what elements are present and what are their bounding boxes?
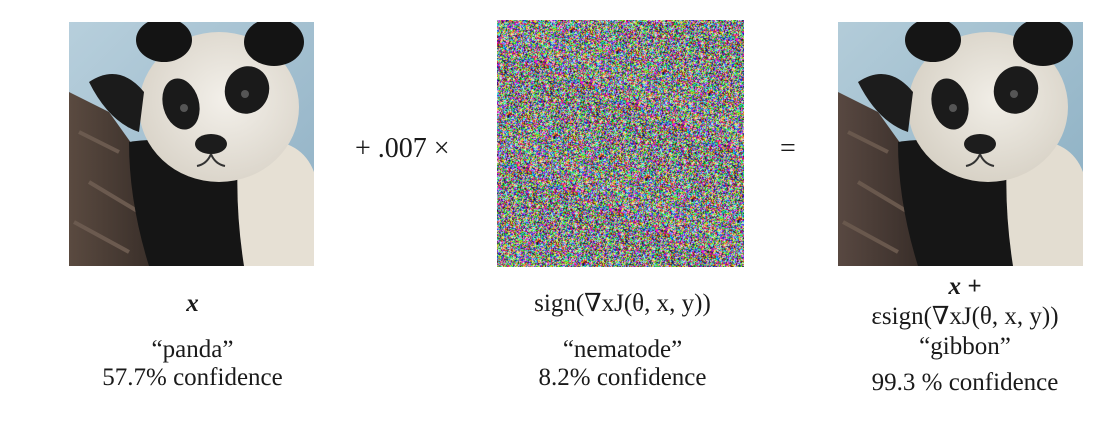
class-label-gibbon: “gibbon” (919, 333, 1011, 360)
symbol-x: x (186, 290, 199, 317)
perturbation-noise-image (497, 20, 744, 267)
symbol-x-plus: x + (948, 273, 982, 300)
panda-image-adversarial (838, 22, 1083, 266)
confidence-nematode: 8.2% confidence (538, 364, 707, 391)
class-label-nematode: “nematode” (562, 336, 683, 363)
confidence-gibbon: 99.3 % confidence (871, 369, 1059, 396)
panda-image-original (69, 22, 314, 266)
caption-adversarial: x + εsign(∇xJ(θ, x, y)) “gibbon” 99.3 % … (820, 272, 1110, 398)
equals-operator: = (780, 133, 796, 164)
caption-noise: sign(∇xJ(θ, x, y)) “nematode” 8.2% confi… (470, 290, 775, 392)
caption-original: x “panda” 57.7% confidence (60, 290, 325, 392)
panda-drawing-adversarial (838, 22, 1083, 266)
noise-canvas (497, 20, 744, 267)
symbol-sign-gradient: sign(∇xJ(θ, x, y)) (534, 290, 711, 317)
panda-drawing (69, 22, 314, 266)
class-label-panda: “panda” (151, 336, 234, 363)
symbol-epsilon-sign-gradient: εsign(∇xJ(θ, x, y)) (871, 303, 1059, 330)
plus-scale-operator: + .007 × (355, 133, 450, 164)
confidence-panda: 57.7% confidence (102, 364, 283, 391)
